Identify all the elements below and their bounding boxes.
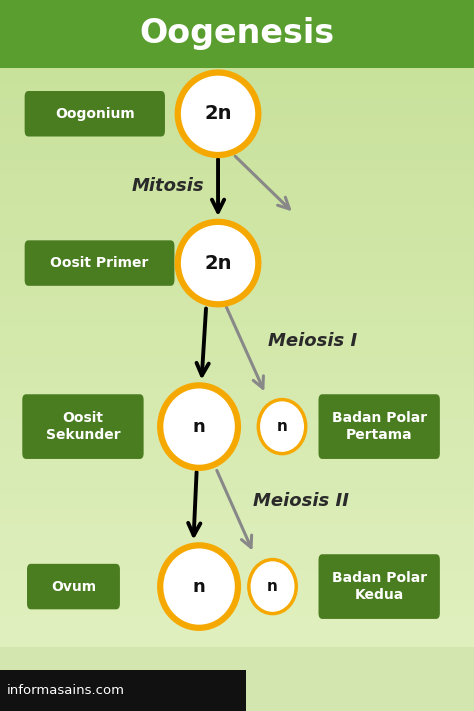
- FancyBboxPatch shape: [0, 615, 474, 632]
- Ellipse shape: [160, 385, 238, 468]
- FancyBboxPatch shape: [0, 129, 474, 146]
- Text: Meiosis I: Meiosis I: [268, 332, 357, 351]
- FancyBboxPatch shape: [0, 479, 474, 495]
- FancyBboxPatch shape: [0, 38, 474, 54]
- FancyBboxPatch shape: [0, 448, 474, 465]
- FancyBboxPatch shape: [0, 417, 474, 434]
- FancyBboxPatch shape: [0, 83, 474, 100]
- FancyBboxPatch shape: [0, 402, 474, 419]
- FancyBboxPatch shape: [0, 326, 474, 343]
- Ellipse shape: [178, 73, 258, 155]
- FancyBboxPatch shape: [0, 220, 474, 237]
- Text: Ovum: Ovum: [51, 579, 96, 594]
- FancyBboxPatch shape: [0, 205, 474, 222]
- Text: informasains.com: informasains.com: [7, 684, 125, 697]
- FancyBboxPatch shape: [319, 394, 440, 459]
- Text: n: n: [193, 577, 205, 596]
- FancyBboxPatch shape: [0, 266, 474, 282]
- FancyBboxPatch shape: [0, 296, 474, 313]
- Text: Meiosis II: Meiosis II: [253, 492, 349, 510]
- FancyBboxPatch shape: [22, 394, 144, 459]
- FancyBboxPatch shape: [25, 240, 174, 286]
- Text: Badan Polar
Pertama: Badan Polar Pertama: [332, 411, 427, 442]
- Text: Oogenesis: Oogenesis: [139, 17, 335, 50]
- FancyBboxPatch shape: [0, 311, 474, 328]
- FancyBboxPatch shape: [0, 464, 474, 480]
- Text: n: n: [267, 579, 278, 594]
- Text: Oosit
Sekunder: Oosit Sekunder: [46, 411, 120, 442]
- FancyBboxPatch shape: [0, 357, 474, 373]
- FancyBboxPatch shape: [0, 524, 474, 540]
- FancyBboxPatch shape: [0, 670, 246, 711]
- FancyBboxPatch shape: [0, 53, 474, 70]
- Text: Badan Polar
Kedua: Badan Polar Kedua: [332, 571, 427, 602]
- FancyBboxPatch shape: [25, 91, 165, 137]
- Text: n: n: [193, 417, 205, 436]
- FancyBboxPatch shape: [0, 372, 474, 389]
- FancyBboxPatch shape: [0, 68, 474, 85]
- FancyBboxPatch shape: [319, 555, 440, 619]
- FancyBboxPatch shape: [0, 190, 474, 206]
- Ellipse shape: [249, 560, 296, 614]
- FancyBboxPatch shape: [0, 555, 474, 571]
- FancyBboxPatch shape: [0, 600, 474, 616]
- FancyBboxPatch shape: [0, 0, 474, 68]
- Text: Oosit Primer: Oosit Primer: [50, 256, 149, 270]
- Text: Mitosis: Mitosis: [132, 177, 205, 196]
- FancyBboxPatch shape: [0, 493, 474, 510]
- FancyBboxPatch shape: [0, 342, 474, 358]
- FancyBboxPatch shape: [0, 114, 474, 130]
- Text: n: n: [277, 419, 287, 434]
- FancyBboxPatch shape: [0, 387, 474, 404]
- Ellipse shape: [160, 545, 238, 628]
- FancyBboxPatch shape: [0, 99, 474, 115]
- FancyBboxPatch shape: [0, 433, 474, 449]
- Text: Oogonium: Oogonium: [55, 107, 135, 121]
- FancyBboxPatch shape: [0, 281, 474, 297]
- Text: 2n: 2n: [204, 254, 232, 272]
- Ellipse shape: [258, 400, 306, 454]
- FancyBboxPatch shape: [0, 235, 474, 252]
- FancyBboxPatch shape: [0, 250, 474, 267]
- FancyBboxPatch shape: [0, 570, 474, 586]
- FancyBboxPatch shape: [0, 159, 474, 176]
- FancyBboxPatch shape: [0, 631, 474, 647]
- Text: 2n: 2n: [204, 105, 232, 123]
- Ellipse shape: [178, 222, 258, 304]
- FancyBboxPatch shape: [0, 584, 474, 602]
- FancyBboxPatch shape: [0, 509, 474, 525]
- FancyBboxPatch shape: [0, 539, 474, 556]
- FancyBboxPatch shape: [27, 564, 120, 609]
- FancyBboxPatch shape: [0, 174, 474, 191]
- FancyBboxPatch shape: [0, 144, 474, 161]
